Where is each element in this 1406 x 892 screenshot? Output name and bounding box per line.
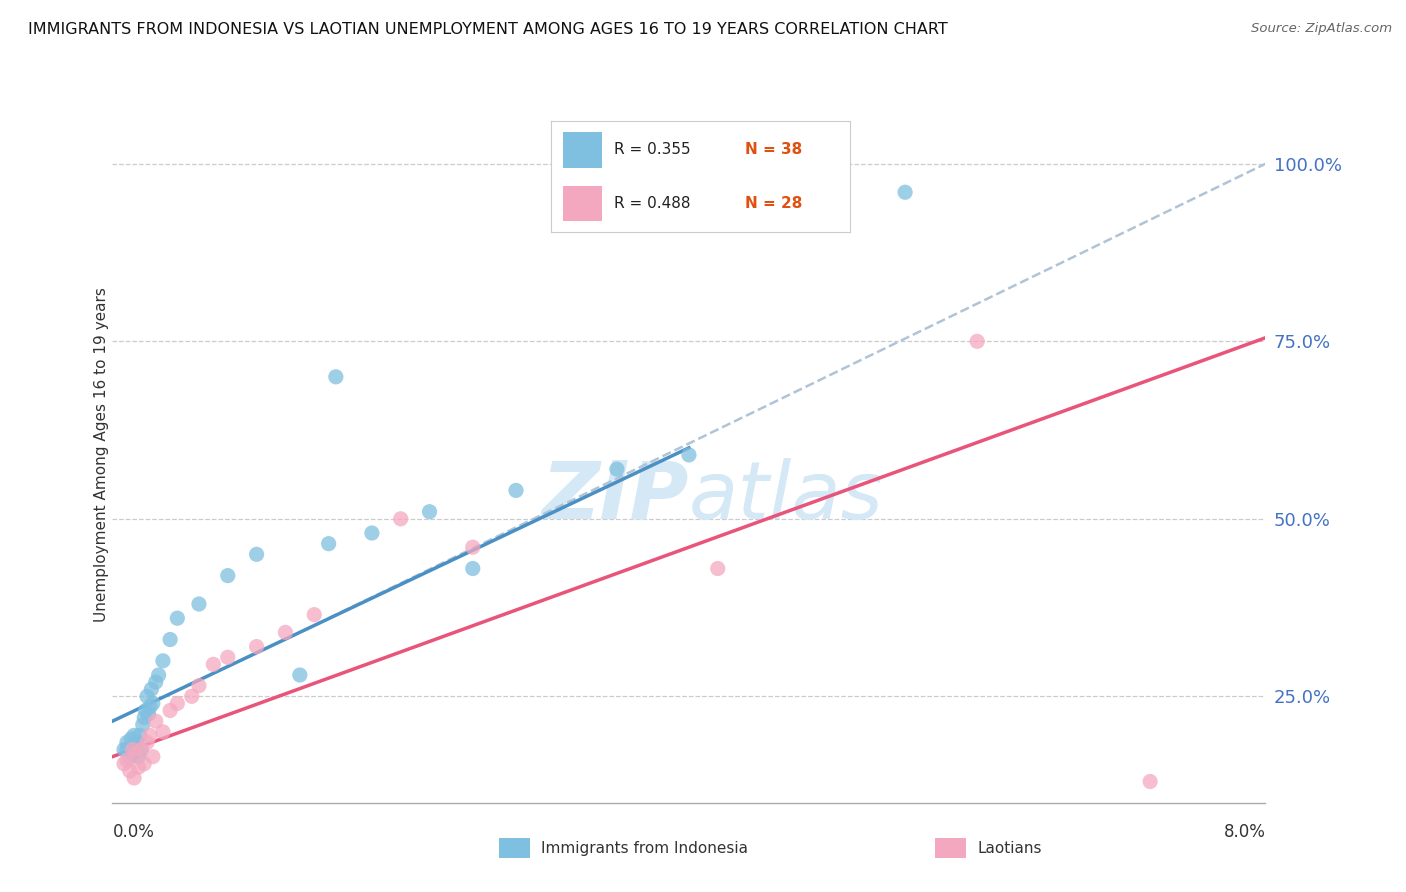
Point bbox=[505, 483, 527, 498]
Text: Source: ZipAtlas.com: Source: ZipAtlas.com bbox=[1251, 22, 1392, 36]
Text: Immigrants from Indonesia: Immigrants from Indonesia bbox=[541, 841, 748, 855]
Point bbox=[678, 448, 700, 462]
Point bbox=[304, 607, 326, 622]
Point bbox=[217, 650, 239, 665]
Point bbox=[461, 540, 484, 554]
Y-axis label: Unemployment Among Ages 16 to 19 years: Unemployment Among Ages 16 to 19 years bbox=[94, 287, 108, 623]
Point bbox=[217, 568, 239, 582]
Point bbox=[127, 749, 149, 764]
Point bbox=[120, 731, 142, 746]
Text: ZIP: ZIP bbox=[541, 458, 689, 536]
Point bbox=[136, 735, 159, 749]
Point bbox=[159, 704, 181, 718]
Point bbox=[134, 710, 156, 724]
Point bbox=[245, 547, 267, 561]
Point bbox=[145, 675, 167, 690]
Point bbox=[121, 742, 143, 756]
Point bbox=[124, 742, 146, 756]
Point bbox=[139, 728, 162, 742]
Text: 0.0%: 0.0% bbox=[112, 822, 155, 840]
Point bbox=[127, 760, 149, 774]
Point bbox=[134, 756, 156, 771]
Point bbox=[419, 505, 441, 519]
Point bbox=[180, 690, 202, 704]
Point bbox=[141, 682, 163, 697]
Point bbox=[274, 625, 297, 640]
Text: 8.0%: 8.0% bbox=[1223, 822, 1265, 840]
Point bbox=[142, 749, 165, 764]
Point bbox=[288, 668, 311, 682]
Point bbox=[360, 526, 382, 541]
Point bbox=[139, 700, 162, 714]
Point bbox=[245, 640, 267, 654]
Point bbox=[707, 561, 730, 575]
Point bbox=[461, 561, 484, 575]
Point bbox=[166, 611, 188, 625]
Point bbox=[325, 369, 347, 384]
Point bbox=[118, 764, 141, 778]
Point bbox=[122, 746, 145, 760]
Point bbox=[132, 717, 155, 731]
Point bbox=[188, 679, 211, 693]
Point bbox=[129, 742, 153, 756]
Point bbox=[115, 735, 138, 749]
Point bbox=[124, 746, 146, 760]
Point bbox=[115, 742, 138, 756]
Point bbox=[389, 512, 412, 526]
Point bbox=[136, 690, 159, 704]
Text: atlas: atlas bbox=[689, 458, 884, 536]
Text: IMMIGRANTS FROM INDONESIA VS LAOTIAN UNEMPLOYMENT AMONG AGES 16 TO 19 YEARS CORR: IMMIGRANTS FROM INDONESIA VS LAOTIAN UNE… bbox=[28, 22, 948, 37]
Point bbox=[122, 771, 145, 785]
Point bbox=[202, 657, 225, 672]
Point bbox=[115, 753, 138, 767]
Point bbox=[894, 186, 917, 200]
Point bbox=[152, 654, 174, 668]
Point bbox=[166, 697, 188, 711]
Point bbox=[1139, 774, 1161, 789]
Point bbox=[188, 597, 211, 611]
Point bbox=[159, 632, 181, 647]
Point bbox=[138, 707, 160, 722]
Point bbox=[966, 334, 988, 349]
Point bbox=[145, 714, 167, 728]
Point bbox=[606, 462, 628, 476]
Point bbox=[318, 536, 340, 550]
Point bbox=[112, 742, 135, 756]
Point bbox=[112, 756, 135, 771]
Point bbox=[128, 728, 150, 742]
Point bbox=[125, 735, 148, 749]
Point bbox=[152, 724, 174, 739]
Point bbox=[129, 742, 153, 756]
Point bbox=[148, 668, 170, 682]
Text: Laotians: Laotians bbox=[977, 841, 1042, 855]
Point bbox=[135, 704, 157, 718]
Point bbox=[122, 728, 145, 742]
Point bbox=[118, 749, 141, 764]
Point bbox=[142, 697, 165, 711]
